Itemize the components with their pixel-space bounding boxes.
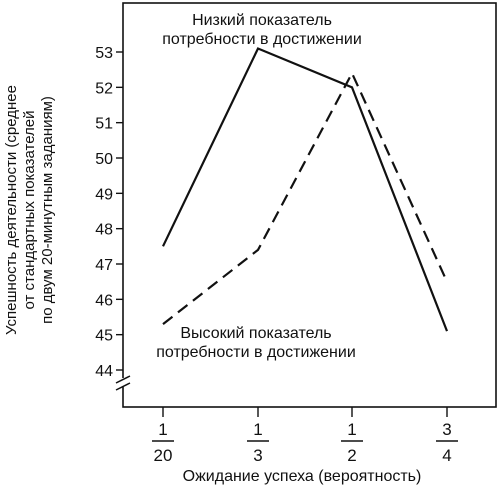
y-axis-title-line-3: по двум 20-минутным заданиям) xyxy=(39,96,56,324)
y-tick-label: 53 xyxy=(95,45,113,62)
series-lines xyxy=(162,47,449,332)
series-label-low-line-1: Низкий показатель xyxy=(192,12,332,29)
x-tick-denominator: 3 xyxy=(253,446,262,465)
series-high-line xyxy=(162,70,449,325)
series-label-high-line-1: Высокий показатель xyxy=(180,325,331,342)
series-low-line xyxy=(162,47,449,332)
x-tick-numerator: 3 xyxy=(442,420,451,439)
series-label-low: Низкий показатель потребности в достижен… xyxy=(162,12,362,48)
x-tick-denominator: 2 xyxy=(347,446,356,465)
y-tick-label: 45 xyxy=(95,328,113,345)
x-tick-numerator: 1 xyxy=(253,420,262,439)
y-tick-label: 46 xyxy=(95,292,113,309)
y-tick-label: 51 xyxy=(95,116,113,133)
x-tick-numerator: 1 xyxy=(347,420,356,439)
axes xyxy=(115,2,497,408)
y-tick-label: 50 xyxy=(95,151,113,168)
x-tick-denominator: 4 xyxy=(442,446,451,465)
series-label-high: Высокий показатель потребности в достиже… xyxy=(156,325,356,361)
series-label-high-line-2: потребности в достижении xyxy=(156,344,356,361)
y-tick-label: 48 xyxy=(95,222,113,239)
axis-break-mark xyxy=(115,375,131,384)
axis-break-mark xyxy=(115,382,131,391)
x-tick-denominator: 20 xyxy=(154,446,173,465)
series-label-low-line-2: потребности в достижении xyxy=(162,31,362,48)
y-axis-title: Успешность деятельности (среднее от стан… xyxy=(3,85,56,335)
y-tick-label: 47 xyxy=(95,257,113,274)
y-tick-label: 49 xyxy=(95,186,113,203)
plot-frame xyxy=(122,2,497,408)
x-ticks: 1 20 1 3 1 2 3 4 xyxy=(152,407,458,465)
y-ticks: 44 45 46 47 48 49 50 51 52 53 xyxy=(95,45,123,380)
axis-break-gap xyxy=(117,378,129,386)
y-tick-label: 52 xyxy=(95,80,113,97)
y-axis-title-line-1: Успешность деятельности (среднее xyxy=(3,85,20,335)
x-tick-numerator: 1 xyxy=(158,420,167,439)
y-tick-label: 44 xyxy=(95,363,113,380)
y-axis-title-line-2: от стандартных показателей xyxy=(21,110,38,309)
x-axis-title: Ожидание успеха (вероятность) xyxy=(183,468,422,485)
